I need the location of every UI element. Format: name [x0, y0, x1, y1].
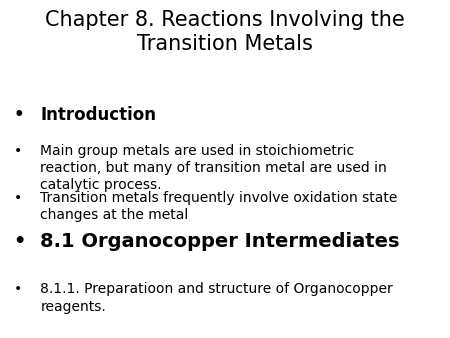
- Text: 8.1.1. Preparatioon and structure of Organocopper
reagents.: 8.1.1. Preparatioon and structure of Org…: [40, 282, 393, 314]
- Text: Chapter 8. Reactions Involving the
Transition Metals: Chapter 8. Reactions Involving the Trans…: [45, 10, 405, 54]
- Text: •: •: [14, 282, 22, 296]
- Text: •: •: [14, 232, 26, 250]
- Text: Transition metals frequently involve oxidation state
changes at the metal: Transition metals frequently involve oxi…: [40, 191, 398, 222]
- Text: •: •: [14, 191, 22, 205]
- Text: Introduction: Introduction: [40, 106, 157, 124]
- Text: 8.1 Organocopper Intermediates: 8.1 Organocopper Intermediates: [40, 232, 400, 250]
- Text: •: •: [14, 106, 24, 124]
- Text: Main group metals are used in stoichiometric
reaction, but many of transition me: Main group metals are used in stoichiome…: [40, 144, 387, 192]
- Text: •: •: [14, 144, 22, 158]
